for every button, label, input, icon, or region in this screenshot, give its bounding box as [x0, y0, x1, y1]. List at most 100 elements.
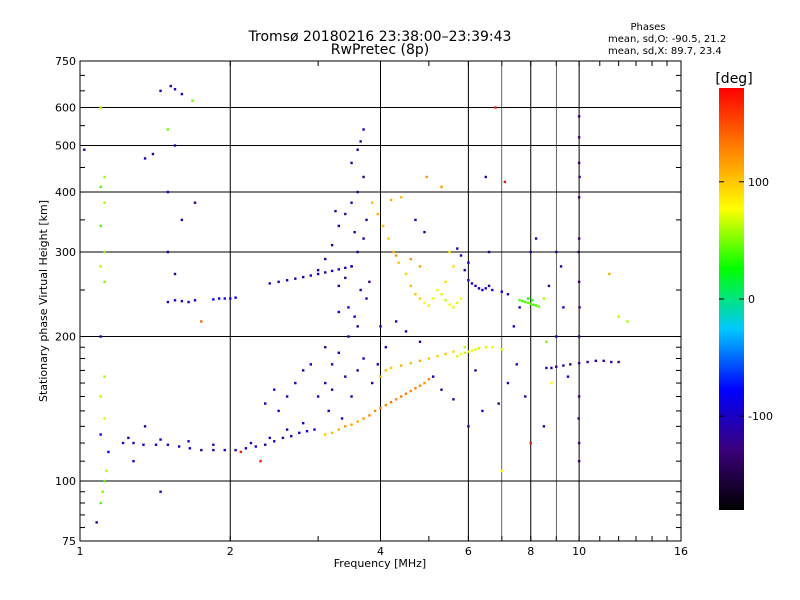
data-point [350, 265, 353, 268]
data-point [324, 346, 327, 349]
data-point [173, 299, 177, 302]
data-point [103, 375, 106, 378]
y-tick-label: 200 [55, 331, 76, 344]
data-point [577, 335, 581, 338]
data-point [362, 417, 365, 420]
data-point [459, 352, 463, 356]
data-point [301, 421, 305, 425]
data-point [353, 315, 356, 318]
data-point [423, 381, 426, 385]
data-point [425, 175, 428, 179]
data-point [521, 299, 524, 303]
data-point [399, 196, 403, 199]
data-point [474, 369, 477, 372]
data-point [99, 265, 102, 268]
data-point [550, 366, 553, 370]
data-point [166, 190, 170, 194]
data-point [294, 381, 297, 385]
data-point [534, 237, 538, 240]
x-tick-label: 4 [377, 545, 384, 558]
plot-frame [79, 60, 682, 542]
data-point [484, 175, 487, 179]
data-point [180, 92, 184, 96]
data-point [99, 185, 102, 189]
data-point [350, 395, 353, 398]
data-point [239, 450, 243, 454]
data-point [281, 436, 285, 440]
data-point [518, 299, 521, 302]
data-point [107, 450, 110, 454]
colorbar-label: [deg] [715, 71, 752, 87]
data-point [159, 438, 162, 441]
data-point [264, 443, 267, 446]
data-point [524, 300, 527, 304]
data-point [506, 381, 510, 385]
data-point [340, 417, 344, 420]
data-point [577, 250, 580, 254]
data-point [324, 433, 327, 436]
data-point [188, 447, 192, 450]
data-point [550, 381, 553, 385]
data-points [83, 84, 629, 524]
x-tick-label: 10 [572, 545, 586, 558]
data-point [500, 469, 504, 473]
data-point [467, 350, 470, 353]
data-point [330, 269, 334, 273]
data-point [440, 185, 443, 189]
data-point [337, 268, 341, 271]
data-point [103, 201, 106, 204]
data-point [452, 398, 455, 401]
data-point [440, 293, 443, 296]
data-point [506, 293, 510, 296]
data-point [368, 280, 371, 284]
y-tick-label: 300 [55, 246, 76, 259]
data-point [337, 428, 341, 431]
chart-subtitle: RwPretec (8p) [331, 42, 429, 58]
data-point [423, 230, 426, 234]
data-point [444, 352, 447, 356]
data-point [487, 284, 491, 288]
data-point [529, 302, 532, 306]
data-point [452, 265, 455, 268]
colorbar-tick-label: -100 [748, 410, 773, 423]
colorbar-tick-label: 100 [748, 176, 769, 189]
data-point [356, 148, 359, 151]
data-point [316, 272, 320, 276]
data-point [217, 297, 221, 300]
data-point [187, 300, 190, 304]
data-point [470, 349, 474, 352]
data-point [159, 490, 162, 493]
data-point [562, 306, 565, 309]
data-point [470, 282, 474, 285]
data-point [301, 369, 305, 372]
data-point [484, 287, 487, 290]
data-point [244, 447, 248, 450]
data-point [477, 347, 481, 350]
data-point [305, 430, 309, 433]
data-point [359, 288, 362, 292]
data-point [173, 272, 177, 276]
data-point [444, 299, 447, 302]
data-point [166, 443, 170, 446]
data-point [223, 448, 226, 452]
data-point [356, 190, 359, 194]
data-point [259, 459, 262, 463]
data-point [444, 280, 447, 284]
data-point [524, 395, 527, 398]
data-point [254, 445, 257, 448]
data-point [559, 265, 563, 268]
data-point [481, 288, 484, 292]
data-point [409, 284, 412, 288]
data-point [404, 392, 408, 395]
data-point [555, 365, 558, 368]
data-point [602, 359, 605, 363]
data-point [608, 272, 611, 276]
data-point [418, 384, 422, 387]
data-point [394, 398, 398, 401]
data-point [151, 152, 155, 156]
data-point [414, 387, 417, 390]
data-point [384, 346, 388, 349]
data-point [166, 250, 170, 254]
data-point [577, 115, 581, 118]
data-point [313, 428, 316, 431]
